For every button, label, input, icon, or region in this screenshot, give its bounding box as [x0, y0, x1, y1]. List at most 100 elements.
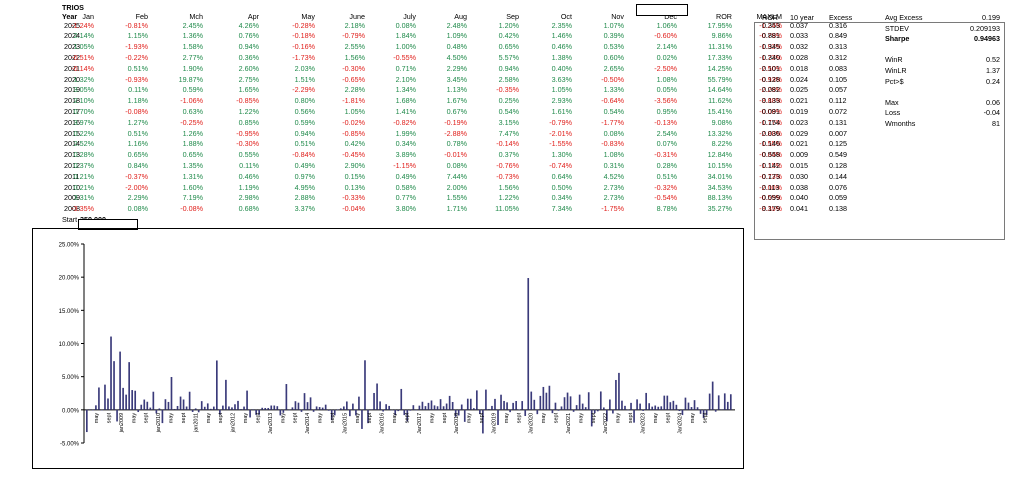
return-bar: [654, 405, 657, 410]
month-return: 1.56%: [498, 182, 519, 192]
month-return: 0.94%: [238, 42, 259, 52]
return-bar: [494, 398, 496, 410]
month-return: -0.85%: [342, 128, 365, 138]
return-bar: [237, 400, 239, 410]
return-bar: [678, 409, 681, 412]
month-return: 0.51%: [294, 139, 315, 149]
month-return: 1.51%: [294, 74, 315, 84]
x-tick-label: Jan2021: [566, 413, 572, 434]
year-maxlm: -2.88%: [759, 128, 782, 138]
return-bar: [509, 409, 511, 413]
month-return: -1.81%: [342, 96, 365, 106]
month-return: 0.08%: [127, 204, 148, 214]
year-ror: 8.22%: [711, 139, 732, 149]
month-return: 1.55%: [446, 193, 467, 203]
stat-value: 0.019: [790, 106, 808, 116]
month-return: -1.15%: [393, 160, 416, 170]
return-bar: [412, 405, 415, 410]
month-return: 0.39%: [603, 31, 624, 41]
month-return: 1.08%: [656, 74, 677, 84]
stat-value: 0.015: [790, 160, 808, 170]
month-return: -2.01%: [549, 128, 572, 138]
month-return: -0.13%: [654, 117, 677, 127]
return-bar: [491, 405, 493, 410]
month-return: -0.22%: [125, 52, 148, 62]
year-ror: 9.08%: [711, 117, 732, 127]
return-bar: [346, 401, 348, 410]
return-bar: [367, 409, 369, 424]
month-return: 1.84%: [395, 31, 416, 41]
month-return: 2.28%: [344, 85, 365, 95]
return-bar: [376, 383, 378, 410]
return-bar: [182, 399, 185, 410]
stat-value: 0.101: [762, 63, 780, 73]
month-return: -0.85%: [236, 96, 259, 106]
x-tick-label: Jan2023: [640, 413, 646, 434]
return-bar: [596, 409, 599, 412]
return-bar: [309, 397, 312, 410]
return-bar: [352, 403, 354, 410]
stat-header: 10 year: [790, 13, 814, 22]
month-return: -0.33%: [342, 193, 365, 203]
return-bar: [89, 409, 91, 410]
return-bar: [370, 409, 372, 410]
return-bar: [397, 409, 400, 412]
ror-header: ROR: [716, 12, 732, 21]
return-bar: [291, 407, 294, 410]
month-return: 1.68%: [395, 96, 416, 106]
month-return: -0.65%: [342, 74, 365, 84]
return-bar: [321, 407, 324, 410]
summary-value: 0.94963: [974, 34, 1000, 44]
month-header: June: [349, 12, 365, 21]
year-ror: 15.41%: [707, 106, 732, 116]
year-ror: 55.79%: [707, 74, 732, 84]
return-bar: [687, 402, 690, 410]
return-bar: [430, 400, 433, 410]
month-return: 0.37%: [498, 150, 519, 160]
return-bar: [158, 408, 161, 410]
month-return: -0.19%: [444, 117, 467, 127]
return-bar: [427, 402, 430, 410]
year-ror: 10.15%: [707, 160, 732, 170]
row-year: 2012: [64, 160, 80, 170]
month-return: 0.31%: [603, 160, 624, 170]
month-return: 2.29%: [127, 193, 148, 203]
month-return: 4.50%: [446, 52, 467, 62]
stat-value: 0.057: [829, 85, 847, 95]
return-bar: [512, 402, 514, 410]
month-return: 0.65%: [498, 42, 519, 52]
return-bar: [421, 401, 424, 410]
return-bar: [630, 402, 632, 410]
month-return: 0.28%: [656, 160, 677, 170]
month-return: 2.29%: [446, 63, 467, 73]
return-bar: [161, 409, 164, 424]
return-bar: [379, 401, 381, 410]
return-bar: [327, 409, 330, 411]
month-return: 7.44%: [446, 171, 467, 181]
year-maxlm: -1.55%: [759, 139, 782, 149]
return-bar: [466, 398, 469, 410]
return-bar: [388, 405, 390, 410]
month-return: -0.55%: [393, 52, 416, 62]
row-year: 2011: [64, 171, 80, 181]
month-return: 3.63%: [551, 74, 572, 84]
month-return: 0.94%: [498, 63, 519, 73]
month-return: 0.67%: [446, 106, 467, 116]
return-bar: [675, 404, 678, 410]
x-tick-label: may: [94, 413, 100, 424]
month-return: 0.94%: [294, 128, 315, 138]
month-return: 1.08%: [603, 150, 624, 160]
month-return: 1.36%: [182, 31, 203, 41]
month-return: 0.22%: [73, 128, 94, 138]
month-return: 0.46%: [551, 42, 572, 52]
month-return: 1.07%: [603, 20, 624, 30]
year-maxlm: -3.88%: [759, 96, 782, 106]
return-bar: [361, 409, 363, 429]
return-bar: [639, 403, 641, 410]
return-bar: [720, 409, 723, 410]
return-bar: [454, 409, 457, 417]
month-return: -0.35%: [496, 85, 519, 95]
return-bar: [660, 406, 663, 410]
return-bar: [672, 400, 675, 410]
month-return: -0.30%: [236, 139, 259, 149]
